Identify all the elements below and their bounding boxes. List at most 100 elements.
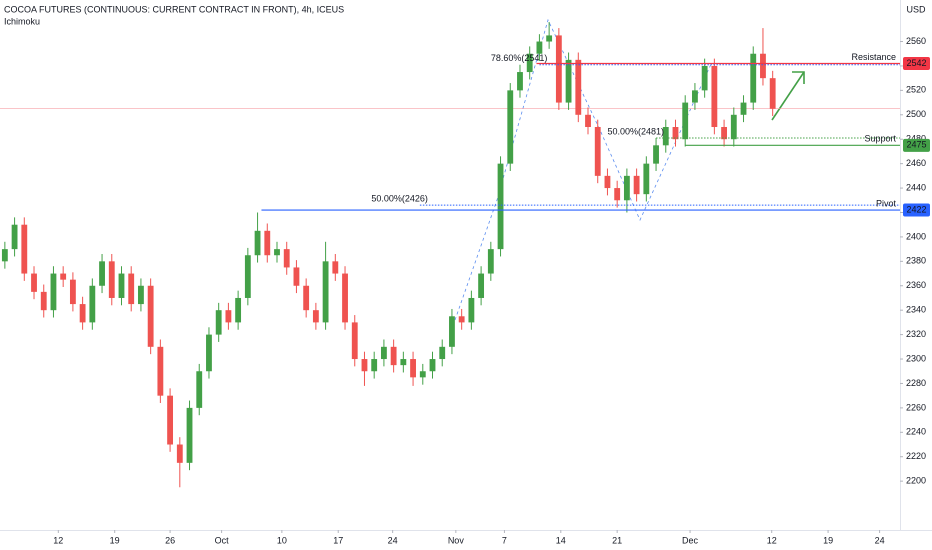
arrow-shaft [771, 71, 805, 121]
fib-label: 50.00%(2426) [371, 194, 428, 204]
candle-body [740, 102, 747, 115]
x-tick-label: 24 [875, 535, 885, 545]
candle-body [99, 261, 105, 286]
candle-body [721, 127, 727, 140]
candle-body [31, 273, 37, 292]
y-tick-label: 2260 [906, 402, 926, 412]
candle-body [176, 444, 183, 463]
y-tick-label: 2500 [906, 109, 926, 119]
candle-body [206, 334, 212, 372]
candle-body [79, 304, 86, 323]
level-tag [903, 138, 930, 152]
candle-body [643, 163, 650, 195]
candle-body [623, 175, 630, 201]
level-name: Pivot [876, 198, 897, 208]
candle-body [254, 230, 261, 256]
y-tick-label: 2440 [906, 182, 926, 192]
candle-body [692, 90, 698, 103]
y-tick-label: 2400 [906, 231, 926, 241]
candle-body [487, 249, 494, 274]
candle-body [769, 78, 776, 109]
x-tick-label: 14 [556, 535, 566, 545]
candle-body [128, 273, 135, 305]
candle-body [40, 291, 47, 311]
candle-body [1, 249, 8, 262]
y-tick-label: 2320 [906, 329, 926, 339]
y-tick-label: 2220 [906, 451, 926, 461]
candle-body [235, 297, 242, 323]
candle-body [157, 346, 164, 396]
x-tick-label: 26 [165, 535, 175, 545]
x-tick-label: 24 [388, 535, 398, 545]
y-tick-label: 2480 [906, 134, 926, 144]
candle-body [458, 316, 465, 323]
fib-label: 50.00%(2481) [608, 126, 665, 136]
x-tick-label: 7 [502, 535, 507, 545]
candle-body [517, 72, 523, 91]
candle-body [575, 59, 582, 115]
candle-body [312, 310, 319, 323]
candle-body [361, 359, 368, 372]
candle-body [478, 273, 485, 298]
y-tick-label: 2300 [906, 353, 926, 363]
x-tick-label: 19 [110, 535, 120, 545]
y-tick-label: 2280 [906, 378, 926, 388]
level-tag [903, 203, 930, 217]
y-tick-label: 2460 [906, 158, 926, 168]
candle-body [215, 310, 222, 335]
candle-body [633, 175, 640, 195]
candle-body [390, 346, 397, 366]
candle-body [351, 322, 358, 360]
candle-body [244, 255, 251, 298]
candle-body [108, 261, 115, 298]
candle-body [380, 346, 387, 360]
candle-body [682, 102, 689, 140]
candle-body [662, 127, 669, 146]
level-tag-label: 2542 [906, 58, 926, 68]
y-tick-label: 2560 [906, 36, 926, 46]
level-tag-label: 2475 [906, 140, 926, 150]
x-tick-label: 17 [333, 535, 343, 545]
candle-body [69, 279, 76, 305]
x-tick-label: 12 [53, 535, 63, 545]
candle-body [196, 371, 203, 408]
candle-body [89, 285, 96, 323]
x-tick-label: Nov [448, 535, 465, 545]
candle-body [410, 359, 416, 378]
level-tag [903, 57, 930, 71]
candle-body [653, 145, 659, 164]
y-tick-label: 2240 [906, 427, 926, 437]
candle-body [342, 273, 348, 323]
candle-body [701, 65, 708, 91]
arrow-head [792, 71, 805, 84]
candle-body [11, 224, 18, 250]
candle-body [507, 90, 514, 164]
candle-body [468, 297, 475, 323]
level-tag-label: 2422 [906, 204, 926, 214]
candle-body [264, 230, 271, 256]
candle-body [283, 249, 290, 268]
candle-body [400, 359, 407, 366]
candle-body [429, 359, 436, 372]
level-name: Resistance [851, 52, 896, 62]
candle-body [711, 65, 718, 128]
y-tick-label: 2340 [906, 305, 926, 315]
candle-body [594, 127, 601, 176]
candle-body [332, 261, 339, 274]
x-tick-label: 12 [767, 535, 777, 545]
candle-body [60, 273, 67, 280]
candle-body [555, 35, 562, 103]
candle-body [546, 35, 553, 42]
candle-body [118, 273, 125, 298]
candle-body [322, 261, 329, 323]
candle-body [672, 127, 679, 140]
x-tick-label: Oct [215, 535, 230, 545]
candle-body [614, 188, 621, 201]
candle-body [750, 53, 757, 103]
indicator-name: Ichimoku [4, 16, 40, 26]
chart-title: COCOA FUTURES (CONTINUOUS: CURRENT CONTR… [4, 4, 344, 14]
candle-body [497, 163, 504, 250]
candle-body [536, 41, 543, 54]
